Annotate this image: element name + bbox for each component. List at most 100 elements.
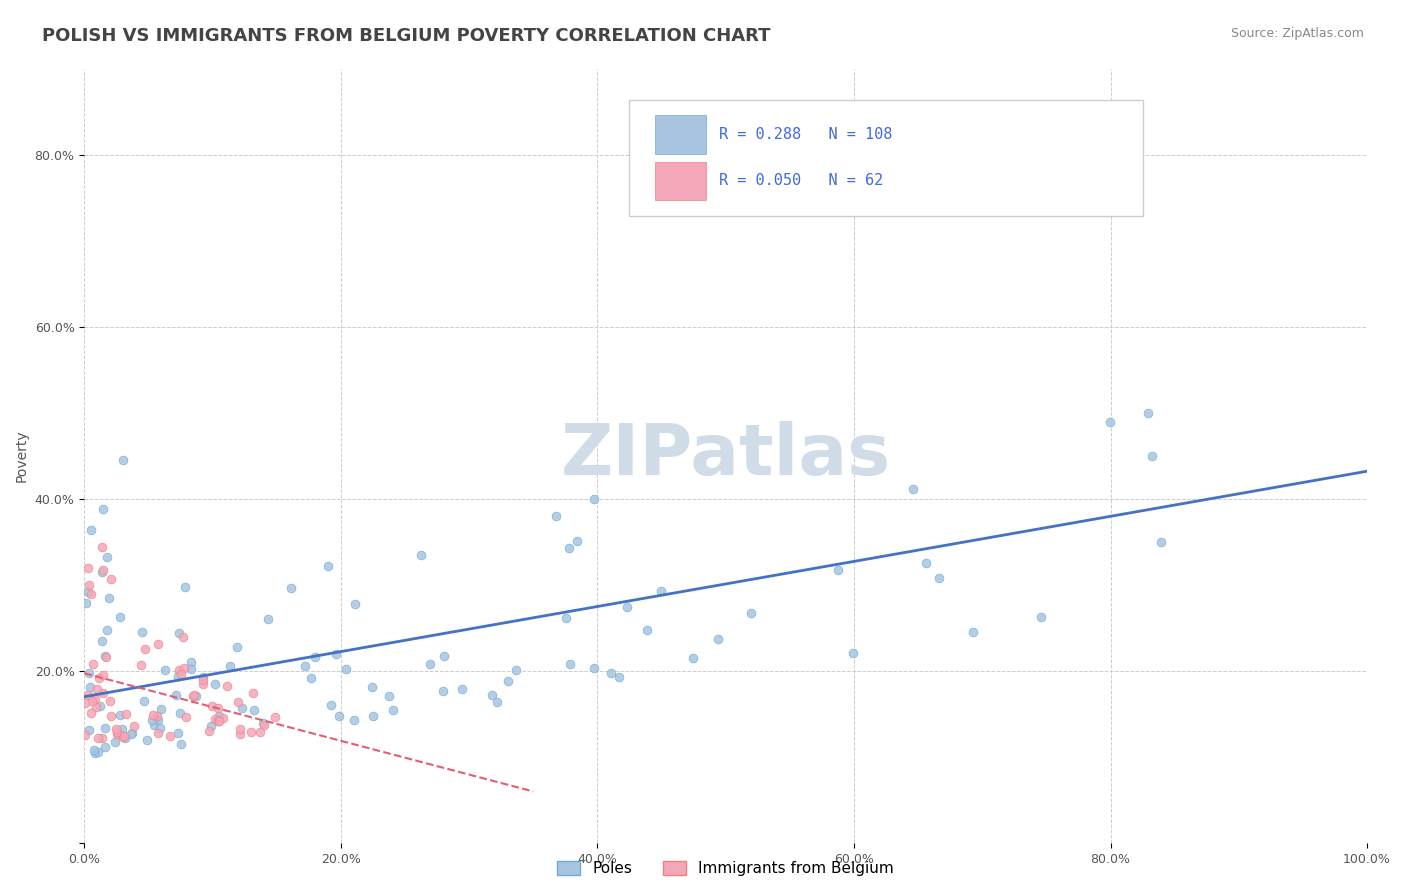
FancyBboxPatch shape (655, 161, 706, 201)
Point (143, 718, 166, 732)
Point (191, 677, 214, 691)
Point (142, 708, 165, 723)
Point (89, 698, 111, 713)
Point (335, 662, 357, 676)
Point (180, 655, 202, 669)
FancyBboxPatch shape (655, 115, 706, 153)
Point (114, 731, 136, 745)
Point (169, 706, 191, 721)
Text: R = 0.288   N = 108: R = 0.288 N = 108 (720, 127, 893, 142)
Point (79, 578, 101, 592)
Point (129, 657, 152, 672)
Point (546, 508, 568, 523)
Point (229, 722, 252, 736)
Point (141, 713, 163, 727)
Point (263, 710, 285, 724)
Point (299, 671, 322, 685)
Text: Source: ZipAtlas.com: Source: ZipAtlas.com (1230, 27, 1364, 40)
Text: ZIPatlas: ZIPatlas (561, 422, 891, 491)
Point (73, 696, 96, 710)
Point (166, 668, 188, 682)
Point (565, 534, 588, 549)
Point (111, 730, 134, 744)
Point (827, 563, 849, 577)
Point (94, 739, 117, 754)
Point (207, 700, 229, 714)
Point (325, 648, 347, 662)
Y-axis label: Poverty: Poverty (15, 430, 30, 483)
Point (146, 637, 169, 651)
Point (682, 651, 704, 665)
Point (135, 733, 157, 747)
Point (167, 725, 190, 739)
Point (343, 713, 366, 727)
Point (170, 737, 193, 751)
Point (229, 727, 252, 741)
Point (218, 659, 240, 673)
Point (93, 502, 115, 516)
Point (100, 572, 122, 586)
Point (94, 650, 117, 665)
Point (77, 723, 100, 737)
Point (914, 556, 936, 570)
Point (204, 713, 226, 727)
Point (96, 623, 118, 637)
Point (382, 703, 405, 717)
Point (167, 663, 190, 677)
Point (173, 660, 195, 674)
Point (1142, 449, 1164, 463)
Point (558, 541, 581, 555)
Point (450, 681, 472, 696)
Point (80, 587, 103, 601)
Point (86, 682, 108, 697)
Point (149, 721, 172, 735)
Point (496, 674, 519, 689)
Point (600, 666, 623, 681)
Point (77, 666, 100, 681)
Point (181, 690, 204, 704)
Point (740, 606, 762, 620)
Point (91, 563, 114, 577)
Point (409, 549, 432, 563)
Point (927, 571, 949, 585)
Point (86, 745, 108, 759)
Point (208, 714, 231, 728)
Point (114, 707, 136, 722)
Point (201, 698, 224, 713)
Point (83, 742, 105, 756)
Point (558, 657, 581, 671)
Point (361, 708, 384, 723)
Point (167, 625, 190, 640)
Point (91, 540, 114, 554)
Point (505, 663, 527, 677)
Point (191, 673, 214, 688)
Point (240, 725, 263, 739)
Point (77, 689, 100, 703)
Point (110, 727, 132, 741)
Point (901, 482, 924, 496)
Point (231, 700, 253, 714)
Point (110, 723, 132, 737)
Point (280, 582, 302, 596)
Point (172, 630, 194, 644)
Point (75, 596, 97, 610)
Point (77, 561, 100, 575)
Point (226, 695, 249, 709)
Point (90, 731, 112, 745)
Point (636, 623, 658, 637)
Legend: Poles, Immigrants from Belgium: Poles, Immigrants from Belgium (551, 855, 900, 882)
Point (328, 709, 350, 723)
Point (226, 640, 249, 654)
Point (100, 694, 122, 708)
Point (1150, 535, 1173, 549)
Point (294, 659, 316, 673)
Point (96, 549, 118, 564)
Point (75, 729, 97, 743)
Point (83, 747, 105, 761)
Point (183, 688, 205, 702)
Point (582, 661, 605, 675)
Point (842, 647, 865, 661)
Text: POLISH VS IMMIGRANTS FROM BELGIUM POVERTY CORRELATION CHART: POLISH VS IMMIGRANTS FROM BELGIUM POVERT… (42, 27, 770, 45)
Point (90, 634, 112, 648)
Point (200, 719, 222, 733)
